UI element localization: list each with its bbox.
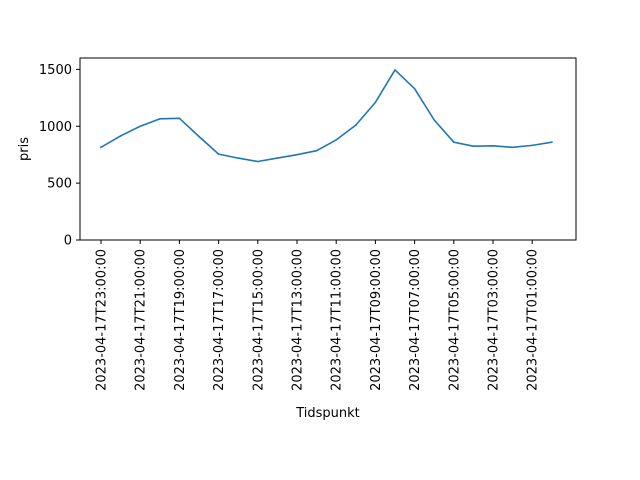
x-tick-label: 2023-04-17T21:00:00 — [134, 249, 149, 391]
data-point — [296, 153, 298, 156]
data-point — [257, 160, 259, 163]
data-point — [472, 145, 475, 147]
x-tick-label: 2023-04-17T11:00:00 — [330, 249, 345, 391]
x-tick-label: 2023-04-17T15:00:00 — [251, 249, 266, 391]
x-tick-label: 2023-04-17T17:00:00 — [212, 249, 227, 391]
x-tick-label: 2023-04-17T23:00:00 — [95, 249, 110, 391]
data-point — [198, 135, 200, 138]
data-point — [159, 118, 161, 120]
data-point — [119, 135, 122, 137]
x-tick-label: 2023-04-17T05:00:00 — [447, 249, 462, 391]
y-axis: 0 500 1000 1500 — [39, 63, 80, 249]
data-point — [315, 149, 318, 152]
y-tick-label: 1500 — [39, 63, 72, 78]
series-line — [99, 69, 553, 163]
x-axis-label: Tidspunkt — [295, 406, 360, 421]
data-point — [335, 139, 338, 141]
x-tick-label: 2023-04-17T03:00:00 — [487, 249, 502, 391]
data-point — [413, 87, 416, 90]
data-point — [511, 146, 514, 149]
data-point — [433, 119, 436, 121]
data-point — [178, 117, 181, 120]
y-axis-label: pris — [17, 137, 32, 161]
data-point — [100, 146, 102, 149]
x-tick-label: 2023-04-17T07:00:00 — [408, 249, 423, 391]
data-point — [531, 144, 533, 147]
x-tick-label: 2023-04-17T19:00:00 — [173, 249, 188, 391]
x-tick-label: 2023-04-17T01:00:00 — [526, 249, 541, 391]
y-tick-label: 1000 — [39, 120, 72, 135]
data-point — [355, 124, 357, 126]
data-point — [551, 141, 553, 143]
x-tick-label: 2023-04-17T13:00:00 — [291, 249, 306, 391]
x-tick-label: 2023-04-17T09:00:00 — [369, 249, 384, 391]
data-point — [139, 125, 141, 128]
data-point — [374, 101, 377, 104]
data-point — [394, 69, 396, 71]
x-axis: 2023-04-17T23:00:00 2023-04-17T21:00:00 20… — [95, 240, 541, 391]
y-tick-label: 500 — [47, 177, 72, 192]
data-point — [276, 157, 279, 159]
data-point — [453, 141, 455, 143]
plot-frame — [79, 57, 577, 241]
data-point — [217, 153, 220, 155]
y-tick-label: 0 — [64, 234, 72, 249]
data-point — [492, 145, 494, 147]
data-point — [237, 157, 239, 159]
